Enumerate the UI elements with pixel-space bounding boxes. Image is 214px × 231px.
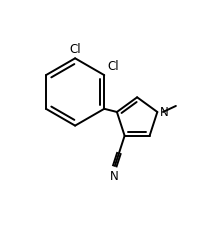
- Text: Cl: Cl: [69, 43, 81, 56]
- Text: Cl: Cl: [107, 60, 119, 73]
- Text: N: N: [159, 105, 168, 118]
- Text: N: N: [110, 169, 118, 182]
